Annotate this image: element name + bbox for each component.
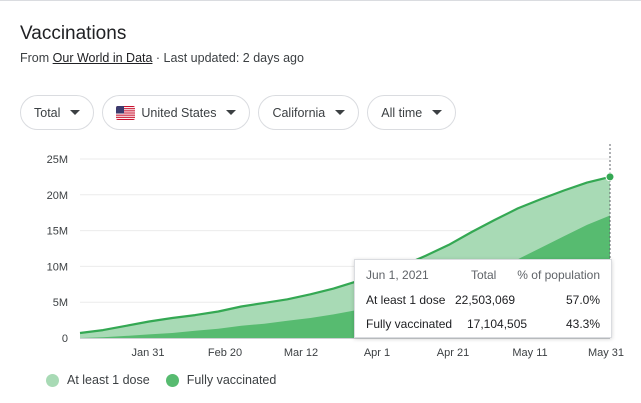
metric-dropdown[interactable]: Total — [20, 95, 95, 130]
x-tick-label: Jan 31 — [131, 347, 164, 359]
tooltip-row-total: 17,104,505 — [467, 317, 528, 331]
tooltip-row-label: At least 1 dose — [366, 293, 446, 307]
region-dropdown[interactable]: California — [258, 95, 360, 130]
y-tick-label: 25M — [47, 154, 68, 166]
source-suffix: · Last updated: 2 days ago — [152, 51, 304, 65]
caret-down-icon — [432, 110, 443, 115]
region-dropdown-label: California — [272, 105, 326, 120]
tooltip-row-pct: 57.0% — [565, 293, 600, 307]
caret-down-icon — [226, 110, 237, 115]
tooltip-row-pct: 43.3% — [565, 317, 600, 331]
tooltip-col-total: Total — [471, 268, 497, 282]
x-tick-label: Apr 1 — [364, 347, 390, 359]
chart-legend: At least 1 dose Fully vaccinated — [46, 373, 292, 387]
source-prefix: From — [20, 51, 53, 65]
time-range-dropdown[interactable]: All time — [367, 95, 457, 130]
legend-item-at-least-one-dose[interactable]: At least 1 dose — [46, 373, 150, 387]
caret-down-icon — [335, 110, 346, 115]
metric-dropdown-label: Total — [34, 105, 61, 120]
time-range-dropdown-label: All time — [381, 105, 423, 120]
source-line: From Our World in Data · Last updated: 2… — [20, 51, 304, 65]
x-tick-label: May 11 — [512, 347, 547, 359]
filter-bar: Total United States Cal — [20, 95, 457, 131]
series-line-at-least-one-dose — [79, 175, 611, 335]
y-tick-label: 0 — [62, 333, 68, 345]
caret-down-icon — [70, 110, 81, 115]
y-tick-label: 10M — [47, 261, 68, 273]
legend-swatch-icon — [46, 373, 59, 387]
country-dropdown[interactable]: United States — [102, 95, 251, 130]
x-tick-label: Mar 12 — [284, 347, 318, 359]
legend-item-fully-vaccinated[interactable]: Fully vaccinated — [165, 373, 277, 387]
hover-point — [605, 172, 615, 182]
chart-tooltip: Jun 1, 2021 Total % of population At lea… — [354, 259, 612, 338]
legend-label: At least 1 dose — [67, 373, 150, 387]
tooltip-row-fully: Fully vaccinated 17,104,505 43.3% — [366, 317, 600, 333]
tooltip-row-label: Fully vaccinated — [366, 317, 453, 331]
tooltip-row-total: 22,503,069 — [455, 293, 516, 307]
x-tick-label: Apr 21 — [437, 347, 469, 359]
legend-label: Fully vaccinated — [186, 373, 277, 387]
tooltip-col-pct: % of population — [517, 268, 600, 282]
legend-swatch-icon — [165, 373, 179, 387]
card-title: Vaccinations — [20, 23, 127, 44]
y-tick-label: 5M — [53, 297, 68, 309]
x-tick-label: Feb 20 — [208, 347, 242, 359]
us-flag-icon — [116, 105, 136, 120]
y-tick-label: 15M — [47, 226, 68, 238]
source-link[interactable]: Our World in Data — [52, 51, 153, 65]
tooltip-header: Jun 1, 2021 Total % of population — [366, 268, 600, 284]
tooltip-date: Jun 1, 2021 — [366, 268, 429, 282]
x-tick-label: May 31 — [588, 347, 624, 359]
y-tick-label: 20M — [47, 190, 68, 202]
country-dropdown-label: United States — [141, 105, 217, 120]
tooltip-row-dose: At least 1 dose 22,503,069 57.0% — [366, 293, 600, 309]
